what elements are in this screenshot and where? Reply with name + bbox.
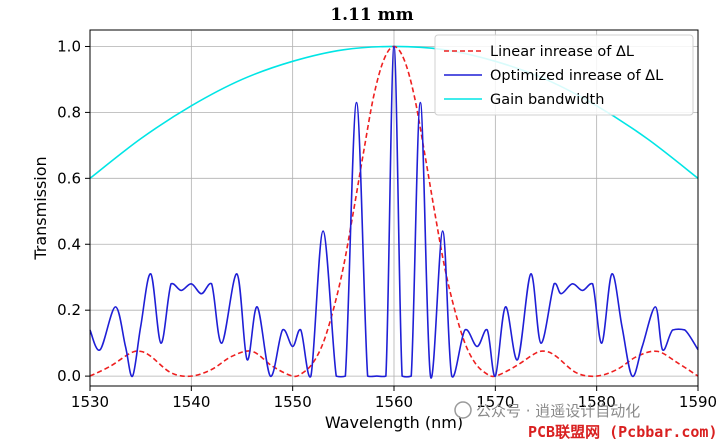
wechat-icon xyxy=(454,401,472,419)
legend-label-gain: Gain bandwidth xyxy=(490,92,604,108)
y-tick-label: 0.2 xyxy=(57,301,81,319)
y-tick-label: 0.0 xyxy=(57,367,81,385)
x-tick-label: 1590 xyxy=(679,393,717,411)
y-tick-label: 0.4 xyxy=(57,235,81,253)
ticks: 1530 1540 1550 1560 1570 1580 1590 0.0 0.2 0.4 0.6… xyxy=(57,37,717,411)
x-tick-label: 1560 xyxy=(375,393,413,411)
watermark-line-1: 公众号 · 逍遥设计自动化 xyxy=(476,402,640,420)
watermark-line-2: PCB联盟网 (Pcbbar.com) xyxy=(528,423,718,441)
legend: Linear inrease of ΔL Optimized inrease o… xyxy=(434,34,694,116)
x-tick-label: 1540 xyxy=(172,393,210,411)
x-tick-label: 1570 xyxy=(476,393,514,411)
x-axis-label: Wavelength (nm) xyxy=(325,413,463,432)
chart-title: 1.11 mm xyxy=(330,5,413,25)
legend-box xyxy=(434,34,694,116)
x-tick-label: 1530 xyxy=(71,393,109,411)
y-tick-label: 0.8 xyxy=(57,103,81,121)
x-tick-label: 1580 xyxy=(578,393,616,411)
x-tick-label: 1550 xyxy=(274,393,312,411)
legend-label-optimized: Optimized inrease of ΔL xyxy=(490,68,663,84)
y-tick-label: 1.0 xyxy=(57,37,81,55)
legend-label-linear: Linear inrease of ΔL xyxy=(490,44,634,60)
watermark: 公众号 · 逍遥设计自动化 PCB联盟网 (Pcbbar.com) xyxy=(454,401,718,441)
series-optimized-line xyxy=(89,45,699,379)
y-axis-label: Transmission xyxy=(31,156,50,260)
y-tick-label: 0.6 xyxy=(57,169,81,187)
